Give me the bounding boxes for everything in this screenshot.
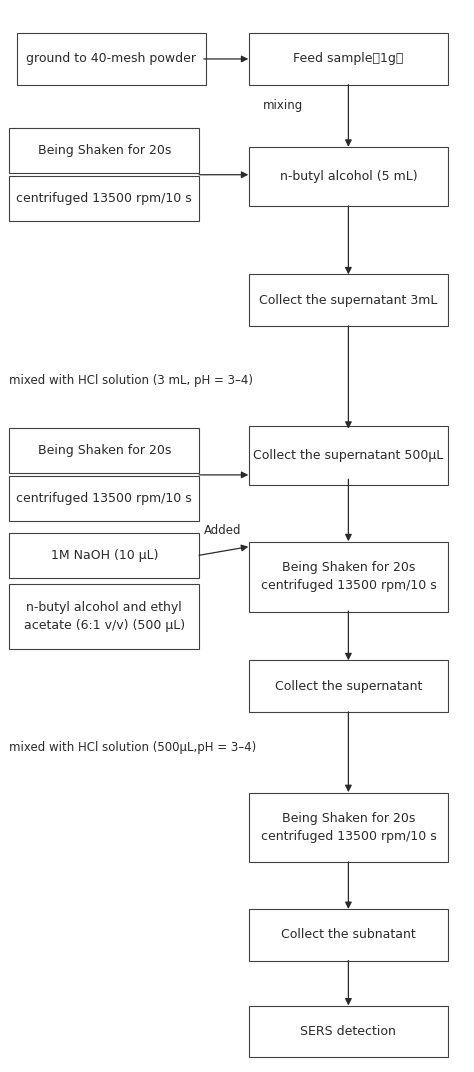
FancyBboxPatch shape [17, 33, 206, 85]
Text: Being Shaken for 20s
centrifuged 13500 rpm/10 s: Being Shaken for 20s centrifuged 13500 r… [261, 562, 436, 592]
Text: Added: Added [204, 524, 241, 537]
FancyBboxPatch shape [9, 533, 199, 578]
FancyBboxPatch shape [9, 476, 199, 521]
Text: mixing: mixing [263, 99, 303, 111]
FancyBboxPatch shape [9, 128, 199, 173]
Text: Being Shaken for 20s
centrifuged 13500 rpm/10 s: Being Shaken for 20s centrifuged 13500 r… [261, 813, 436, 843]
Text: Collect the supernatant 3mL: Collect the supernatant 3mL [259, 294, 438, 307]
FancyBboxPatch shape [249, 147, 448, 206]
Text: Being Shaken for 20s: Being Shaken for 20s [37, 144, 171, 157]
Text: ground to 40-mesh powder: ground to 40-mesh powder [27, 53, 196, 65]
FancyBboxPatch shape [9, 176, 199, 221]
FancyBboxPatch shape [249, 426, 448, 485]
FancyBboxPatch shape [249, 660, 448, 712]
FancyBboxPatch shape [249, 793, 448, 862]
FancyBboxPatch shape [9, 428, 199, 473]
Text: mixed with HCl solution (3 mL, pH = 3–4): mixed with HCl solution (3 mL, pH = 3–4) [9, 374, 253, 387]
Text: centrifuged 13500 rpm/10 s: centrifuged 13500 rpm/10 s [17, 192, 192, 205]
FancyBboxPatch shape [9, 584, 199, 649]
Text: Collect the subnatant: Collect the subnatant [281, 928, 416, 941]
Text: Collect the supernatant: Collect the supernatant [275, 680, 422, 693]
Text: mixed with HCl solution (500μL,pH = 3–4): mixed with HCl solution (500μL,pH = 3–4) [9, 741, 256, 754]
Text: 1M NaOH (10 μL): 1M NaOH (10 μL) [51, 549, 158, 562]
FancyBboxPatch shape [249, 541, 448, 611]
Text: SERS detection: SERS detection [301, 1025, 396, 1038]
FancyBboxPatch shape [249, 274, 448, 326]
Text: Being Shaken for 20s: Being Shaken for 20s [37, 444, 171, 457]
Text: Feed sample（1g）: Feed sample（1g） [293, 53, 403, 65]
Text: n-butyl alcohol (5 mL): n-butyl alcohol (5 mL) [280, 170, 417, 183]
Text: n-butyl alcohol and ethyl
acetate (6:1 v/v) (500 μL): n-butyl alcohol and ethyl acetate (6:1 v… [24, 601, 185, 631]
FancyBboxPatch shape [249, 1006, 448, 1057]
Text: Collect the supernatant 500μL: Collect the supernatant 500μL [253, 449, 444, 462]
FancyBboxPatch shape [249, 33, 448, 85]
Text: centrifuged 13500 rpm/10 s: centrifuged 13500 rpm/10 s [17, 492, 192, 505]
FancyBboxPatch shape [249, 909, 448, 961]
